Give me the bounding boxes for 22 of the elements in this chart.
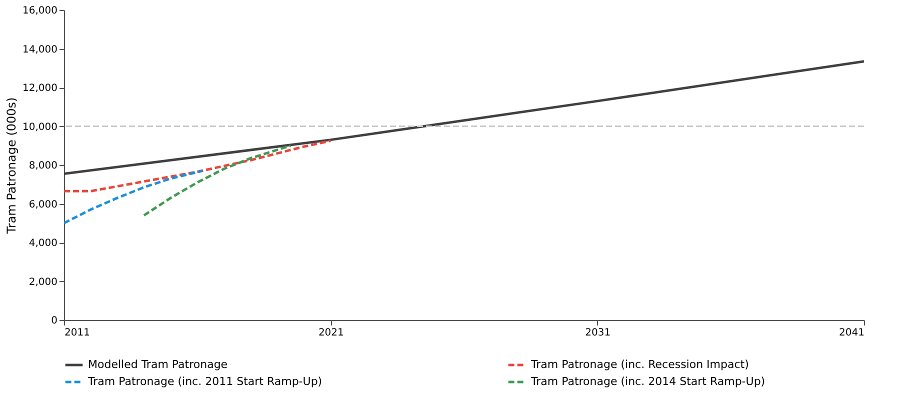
y-tick-label: 16,000	[22, 6, 58, 16]
x-tick-label: 2041	[839, 328, 864, 338]
line-series	[64, 60, 864, 175]
y-tick-label: 4,000	[28, 238, 58, 249]
legend-label: Tram Patronage (inc. Recession Impact)	[530, 358, 749, 371]
x-tick-label: 2011	[64, 328, 90, 338]
line-series	[64, 140, 332, 192]
y-tick-label: 14,000	[22, 44, 58, 56]
x-tick-label: 2021	[318, 328, 344, 338]
legend-label: Modelled Tram Patronage	[88, 358, 228, 371]
y-tick-label: 2,000	[28, 276, 58, 288]
legend-label: Tram Patronage (inc. 2014 Start Ramp-Up)	[530, 375, 766, 388]
legend-label: Tram Patronage (inc. 2011 Start Ramp-Up)	[87, 375, 322, 388]
y-tick-label: 8,000	[28, 160, 58, 172]
y-tick-label: 6,000	[28, 199, 58, 210]
line-series	[64, 170, 204, 224]
y-tick-label: 12,000	[22, 83, 58, 94]
line-series	[142, 144, 292, 217]
y-tick-label: 0	[51, 316, 58, 326]
y-tick-label: 10,000	[22, 122, 58, 133]
x-tick-label: 2031	[585, 328, 611, 338]
y-axis-title: Tram Patronage (000s)	[4, 97, 19, 235]
